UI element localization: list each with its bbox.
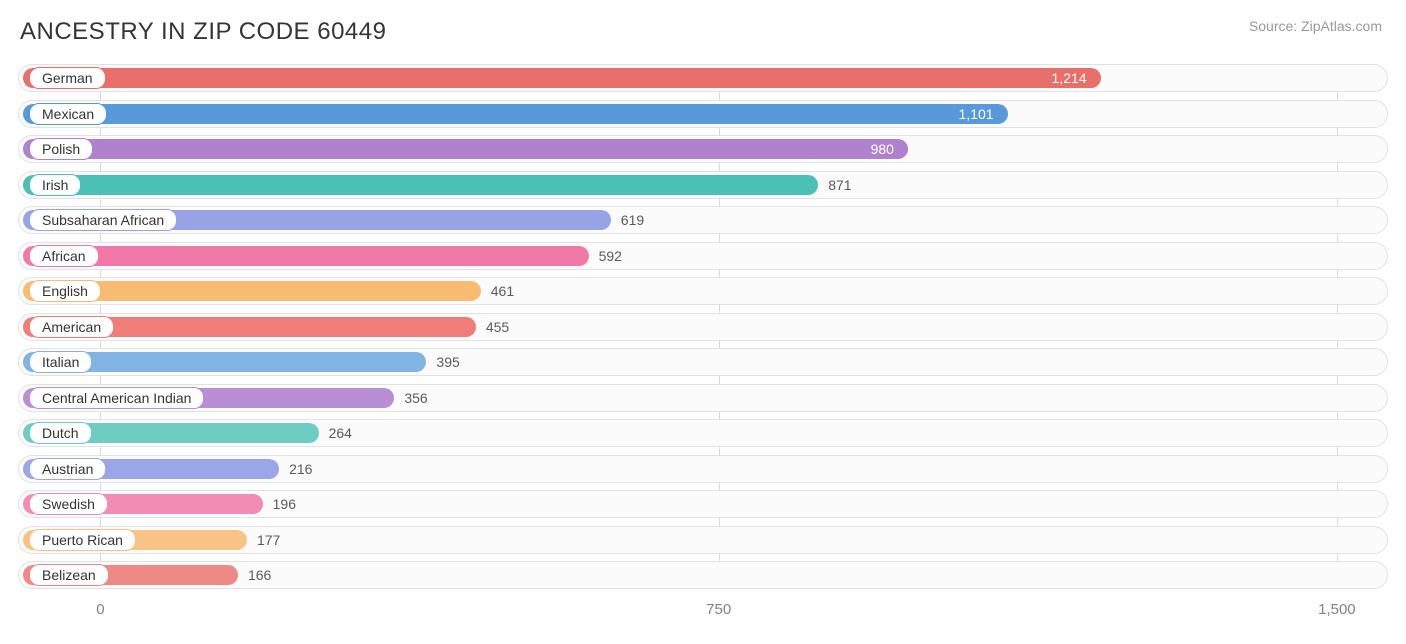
bar-track: Swedish 196 [18,490,1388,518]
bar-value: 177 [257,532,280,548]
bar-label: German [29,67,106,89]
bar-track: German 1,214 [18,64,1388,92]
bar-fill [23,68,1101,88]
bar-track: Austrian 216 [18,455,1388,483]
bar-value: 461 [491,283,514,299]
bar-value: 592 [599,248,622,264]
bar-track: Subsaharan African 619 [18,206,1388,234]
chart-title: ANCESTRY IN ZIP CODE 60449 [20,18,386,46]
bar-value: 980 [871,141,894,157]
bars-container: German 1,214 Mexican 1,101 Polish 980 Irish 871… [18,64,1388,589]
bar-fill [23,139,908,159]
bar-value: 455 [486,319,509,335]
bar-track: Belizean 166 [18,561,1388,589]
bar-label: Irish [29,174,81,196]
chart-area: German 1,214 Mexican 1,101 Polish 980 Irish 871… [18,64,1388,623]
axis-tick: 1,500 [1318,601,1356,618]
bar-label: Mexican [29,103,107,125]
bar-label: English [29,280,101,302]
bar-label: American [29,316,114,338]
bar-value: 1,101 [959,106,994,122]
bar-track: Irish 871 [18,171,1388,199]
bar-value: 196 [273,496,296,512]
bar-label: Swedish [29,493,108,515]
bar-value: 619 [621,212,644,228]
bar-label: Subsaharan African [29,209,177,231]
bar-track: Puerto Rican 177 [18,526,1388,554]
bar-fill [23,246,589,266]
chart-source: Source: ZipAtlas.com [1249,18,1382,34]
bar-value: 871 [828,177,851,193]
axis-tick: 0 [96,601,104,618]
bar-label: Central American Indian [29,387,204,409]
bar-label: Puerto Rican [29,529,136,551]
bar-track: Polish 980 [18,135,1388,163]
bar-track: Mexican 1,101 [18,100,1388,128]
bar-value: 264 [329,425,352,441]
bar-label: Polish [29,138,93,160]
chart-header: ANCESTRY IN ZIP CODE 60449 Source: ZipAt… [0,0,1406,56]
bar-value: 356 [404,390,427,406]
bar-label: Austrian [29,458,106,480]
bar-fill [23,175,818,195]
bar-label: African [29,245,99,267]
bar-track: African 592 [18,242,1388,270]
bar-label: Italian [29,351,92,373]
bar-track: Italian 395 [18,348,1388,376]
bar-track: American 455 [18,313,1388,341]
bar-track: Dutch 264 [18,419,1388,447]
axis-tick: 750 [706,601,731,618]
bar-fill [23,104,1008,124]
bar-value: 395 [436,354,459,370]
bar-value: 216 [289,461,312,477]
x-axis: 0 750 1,500 [18,597,1388,623]
bar-label: Dutch [29,422,92,444]
bar-value: 166 [248,567,271,583]
bar-track: Central American Indian 356 [18,384,1388,412]
bar-value: 1,214 [1052,70,1087,86]
bar-label: Belizean [29,564,109,586]
bar-track: English 461 [18,277,1388,305]
